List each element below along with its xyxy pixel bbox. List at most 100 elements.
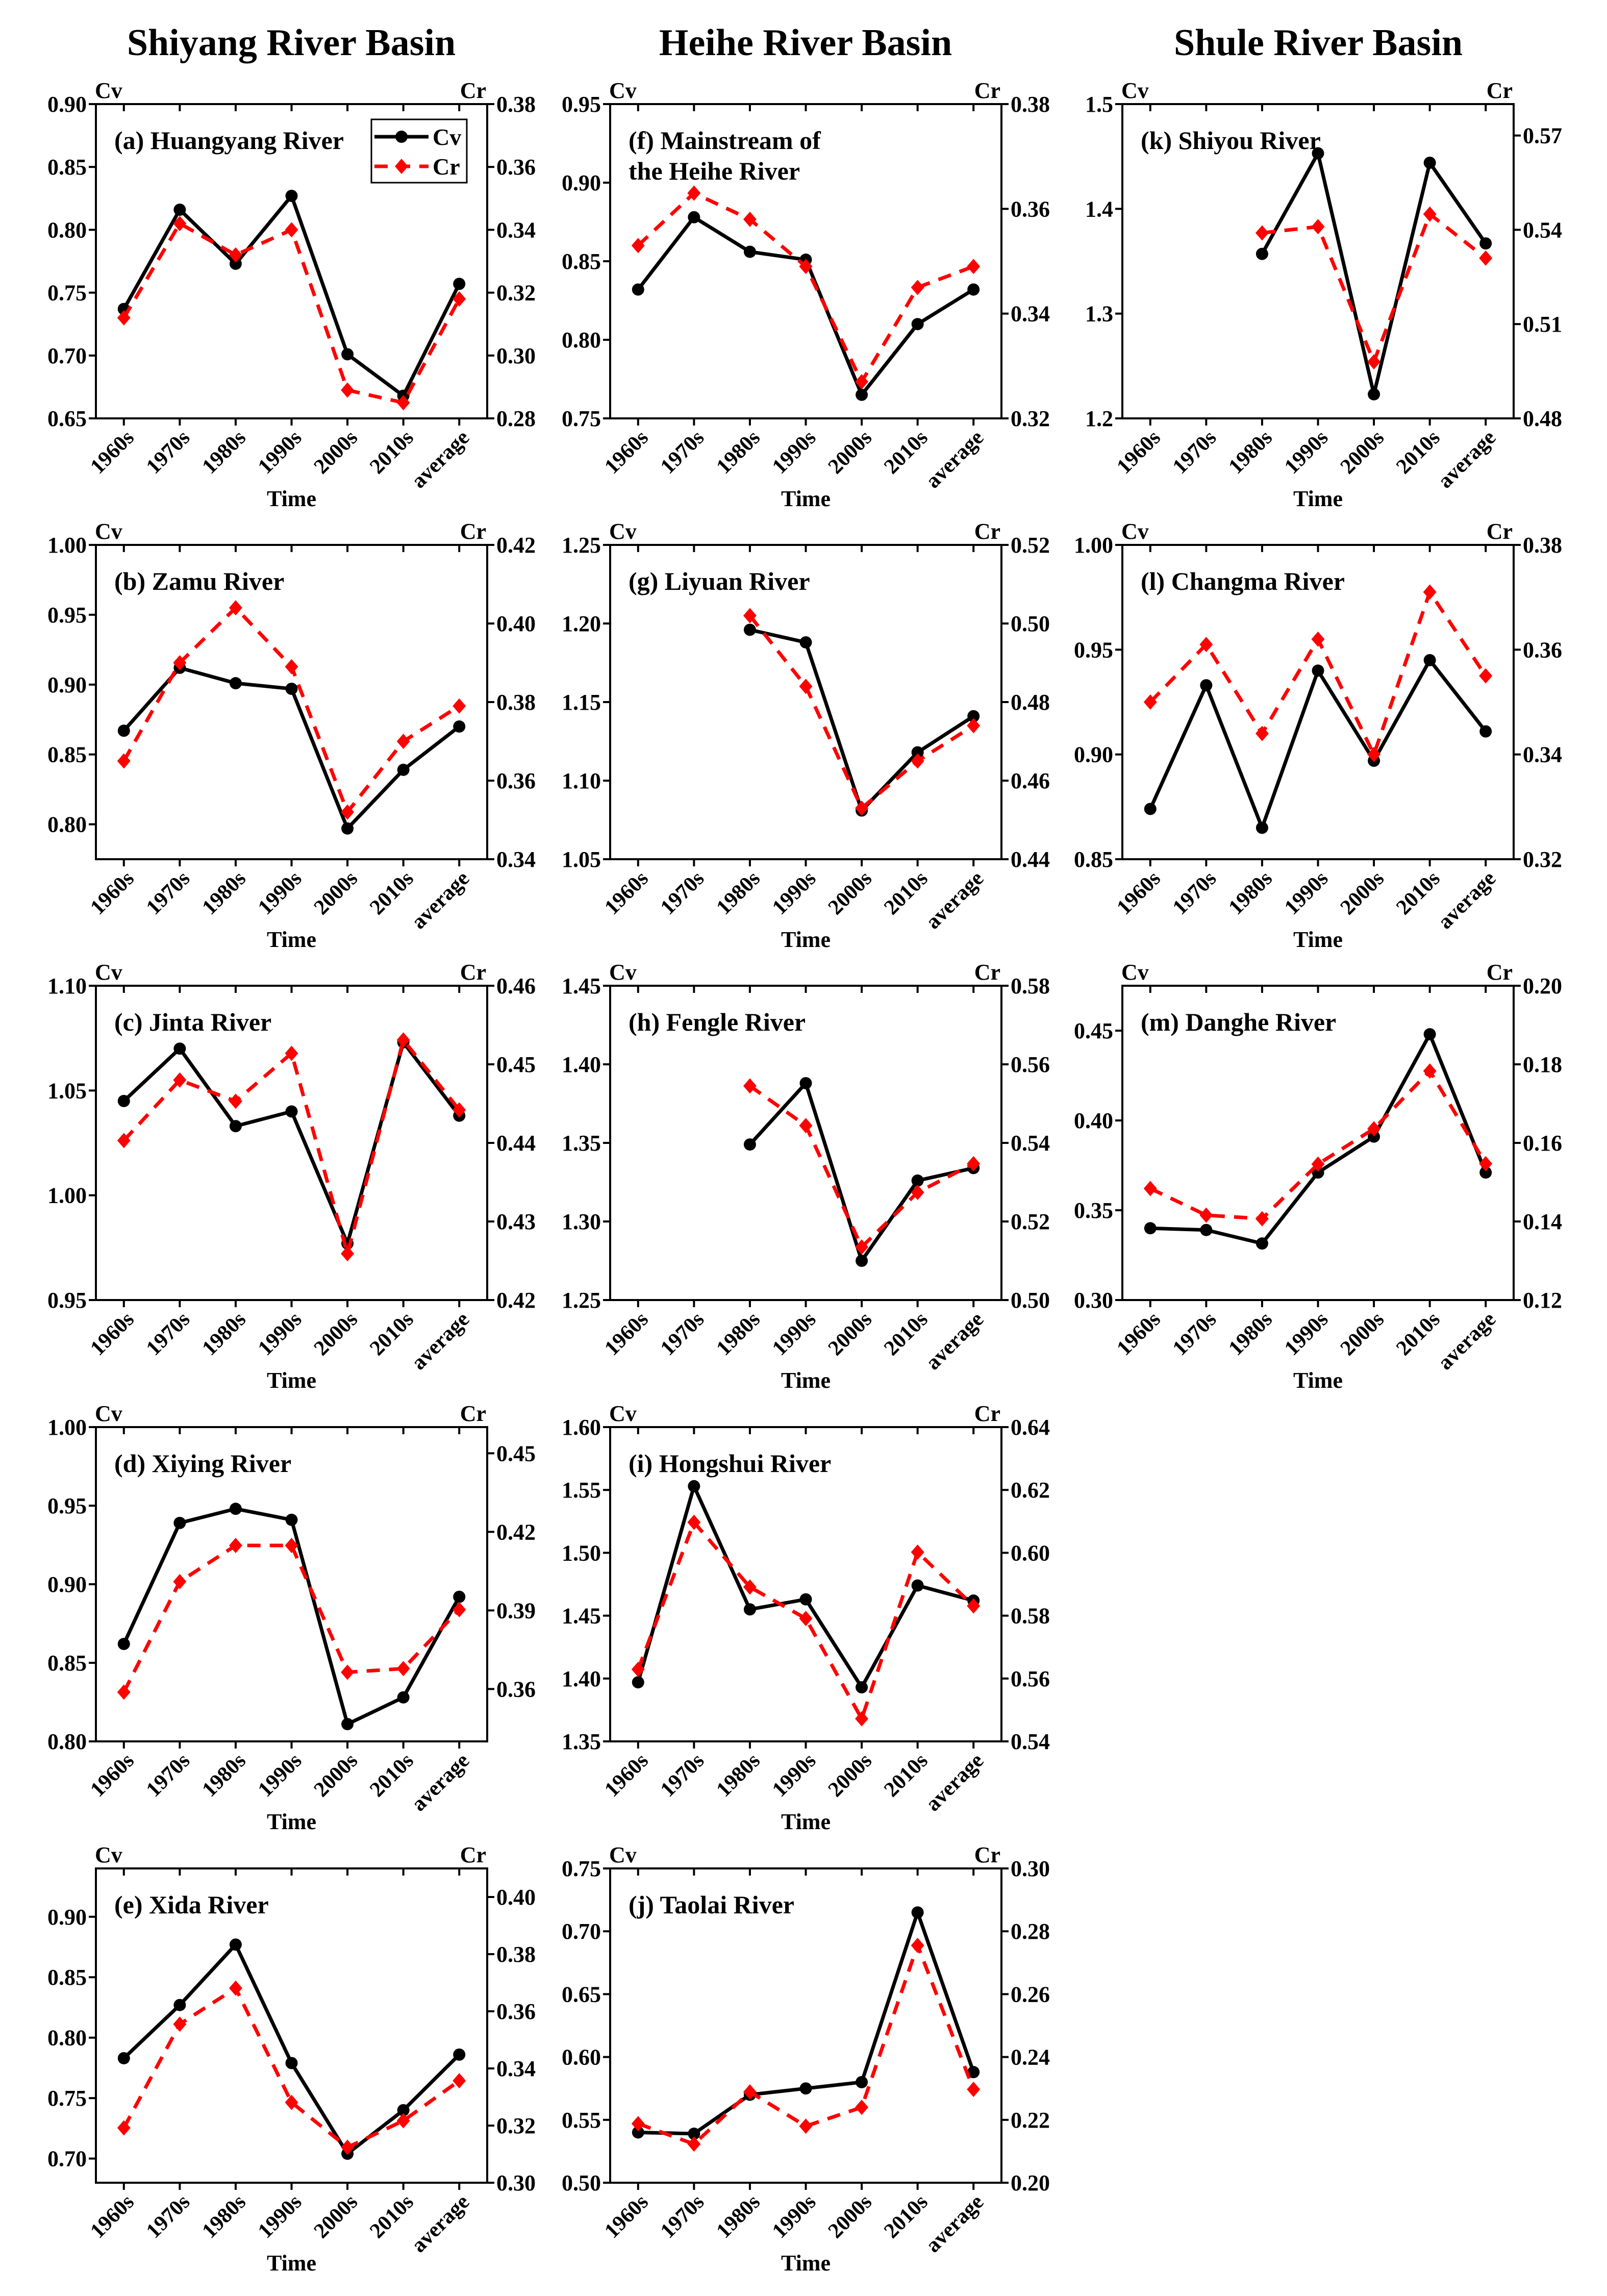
cv-point bbox=[173, 203, 186, 216]
cv-point bbox=[856, 2076, 868, 2088]
x-tick-label: 2000s bbox=[310, 867, 362, 919]
x-tick-label: 2000s bbox=[310, 426, 362, 479]
subplot-l: 0.85 0.90 0.95 1.00 0.32 0.34 0.36 0.38 1960s 197… bbox=[1074, 519, 1562, 952]
right-tick-label: 0.30 bbox=[1011, 1856, 1050, 1881]
cv-point bbox=[453, 278, 466, 290]
cr-point bbox=[1367, 746, 1381, 762]
right-tick-label: 0.32 bbox=[1011, 406, 1050, 431]
left-axis-label: Cv bbox=[95, 519, 122, 544]
x-axis-label: Time bbox=[781, 1368, 831, 1393]
cv-point bbox=[911, 746, 924, 759]
cr-point bbox=[1423, 1063, 1437, 1079]
subplot-a: 0.65 0.70 0.75 0.80 0.85 0.90 0.28 0.30 0.32 0.34… bbox=[47, 78, 536, 511]
right-tick-label: 0.38 bbox=[496, 690, 536, 715]
x-tick-label: 1960s bbox=[86, 2190, 138, 2243]
cr-point bbox=[229, 1980, 242, 1996]
cv-point bbox=[743, 245, 756, 258]
x-tick-label: 1990s bbox=[254, 426, 306, 479]
x-tick-label: 2000s bbox=[1336, 867, 1389, 919]
cv-point bbox=[229, 1503, 242, 1515]
right-tick-label: 0.64 bbox=[1011, 1415, 1050, 1440]
right-axis-label: Cr bbox=[974, 78, 1000, 103]
x-axis-label: Time bbox=[1293, 927, 1343, 952]
cr-point bbox=[911, 280, 924, 295]
cv-point bbox=[1200, 1224, 1213, 1236]
cr-point bbox=[799, 679, 813, 694]
x-tick-label: 2000s bbox=[824, 2190, 876, 2243]
cv-point bbox=[967, 710, 980, 722]
cr-point bbox=[911, 1937, 924, 1953]
x-axis-label: Time bbox=[267, 486, 316, 511]
cr-point bbox=[743, 1579, 757, 1595]
left-tick-label: 1.3 bbox=[1085, 302, 1113, 327]
left-tick-label: 0.80 bbox=[47, 1729, 87, 1754]
basin-title-heihe: Heihe River Basin bbox=[659, 22, 952, 64]
right-tick-label: 0.36 bbox=[496, 1677, 536, 1702]
cr-point bbox=[967, 718, 981, 734]
x-tick-label: 1970s bbox=[656, 426, 709, 479]
left-axis-label: Cv bbox=[95, 960, 122, 985]
x-tick-label: 1960s bbox=[600, 1308, 652, 1360]
left-axis-label: Cv bbox=[609, 78, 637, 103]
cr-line bbox=[1149, 1068, 1488, 1221]
x-tick-label: 1970s bbox=[656, 1308, 709, 1360]
cv-point bbox=[285, 1513, 298, 1526]
cv-point bbox=[1256, 247, 1268, 260]
x-tick-label: 2000s bbox=[310, 1308, 362, 1360]
left-axis-label: Cv bbox=[95, 78, 122, 103]
right-tick-label: 0.34 bbox=[496, 217, 536, 242]
x-tick-label: 1980s bbox=[198, 2190, 250, 2243]
x-tick-label: 1990s bbox=[1280, 1308, 1333, 1360]
right-tick-label: 0.48 bbox=[1523, 406, 1562, 431]
right-tick-label: 0.56 bbox=[1011, 1666, 1050, 1691]
left-tick-label: 0.75 bbox=[47, 2086, 87, 2111]
subplot-title: (c) Jinta River bbox=[114, 1008, 271, 1036]
left-tick-label: 1.40 bbox=[562, 1666, 601, 1691]
x-tick-label: 2010s bbox=[365, 1749, 418, 1802]
cr-point bbox=[453, 2073, 466, 2089]
cv-point bbox=[911, 1579, 924, 1592]
x-tick-label: average bbox=[921, 1308, 988, 1375]
left-tick-label: 1.45 bbox=[562, 1604, 601, 1629]
subplot-e: 0.70 0.75 0.80 0.85 0.90 0.30 0.32 0.34 0.36 0.38… bbox=[47, 1842, 536, 2276]
cv-point bbox=[117, 725, 130, 737]
right-tick-label: 0.36 bbox=[496, 768, 536, 793]
cr-point bbox=[396, 1032, 410, 1048]
right-tick-label: 0.54 bbox=[1523, 217, 1562, 242]
cv-point bbox=[799, 2082, 812, 2095]
cr-point bbox=[1367, 1121, 1381, 1137]
right-tick-label: 0.38 bbox=[496, 92, 536, 117]
x-tick-label: 1990s bbox=[254, 1308, 306, 1360]
cv-point bbox=[341, 348, 354, 361]
cv-point bbox=[799, 636, 812, 648]
x-tick-label: 1990s bbox=[768, 1749, 820, 1802]
right-tick-label: 0.46 bbox=[1011, 768, 1050, 793]
left-axis-label: Cv bbox=[1121, 78, 1149, 103]
cr-point bbox=[1423, 206, 1437, 222]
cr-point bbox=[799, 2118, 813, 2134]
cr-point bbox=[799, 1611, 813, 1627]
cv-point bbox=[173, 1999, 186, 2011]
legend-cv-label: Cv bbox=[433, 124, 461, 150]
x-tick-label: 1960s bbox=[86, 426, 138, 479]
left-tick-label: 1.25 bbox=[562, 1288, 601, 1313]
cv-point bbox=[911, 1906, 924, 1919]
cv-point bbox=[229, 1938, 242, 1951]
right-tick-label: 0.42 bbox=[496, 533, 536, 558]
right-tick-label: 0.14 bbox=[1523, 1209, 1562, 1234]
x-tick-label: 1970s bbox=[656, 1749, 709, 1802]
left-tick-label: 0.80 bbox=[562, 328, 601, 353]
x-tick-label: 1970s bbox=[142, 867, 194, 919]
x-axis-label: Time bbox=[1293, 486, 1343, 511]
cr-point bbox=[1311, 219, 1325, 235]
x-tick-label: average bbox=[407, 2190, 474, 2257]
cv-point bbox=[911, 318, 924, 331]
x-tick-label: 1960s bbox=[1112, 426, 1165, 479]
left-tick-label: 1.30 bbox=[562, 1209, 601, 1234]
cv-point bbox=[341, 822, 354, 835]
right-axis-label: Cr bbox=[460, 1401, 486, 1426]
right-tick-label: 0.36 bbox=[496, 155, 536, 180]
left-tick-label: 0.90 bbox=[1074, 742, 1113, 767]
x-axis-label: Time bbox=[781, 1809, 831, 1834]
x-tick-label: 2000s bbox=[824, 1308, 876, 1360]
